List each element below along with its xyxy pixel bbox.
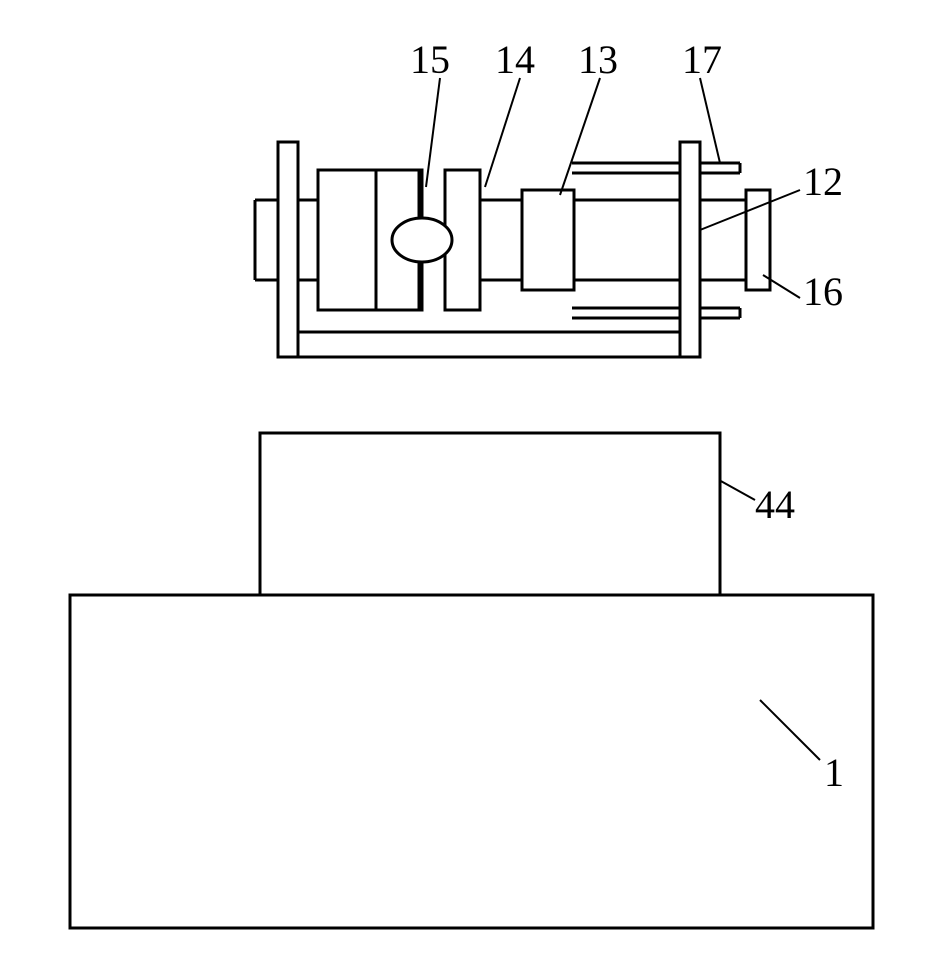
label-17: 17 [682, 37, 722, 82]
right-disk [746, 190, 770, 290]
leader-line-14 [485, 78, 520, 187]
spindle-ellipse [392, 218, 452, 262]
leader-line-13 [560, 78, 600, 195]
label-15: 15 [410, 37, 450, 82]
label-44: 44 [755, 482, 795, 527]
label-14: 14 [495, 37, 535, 82]
label-12: 12 [803, 159, 843, 204]
label-1: 1 [824, 750, 844, 795]
leader-line-1 [760, 700, 820, 760]
u-left-wall-overlay [278, 142, 298, 357]
upper-block [260, 433, 720, 595]
label-16: 16 [803, 269, 843, 314]
leader-line-44 [719, 480, 755, 500]
connector-block [522, 190, 574, 290]
left-flange [318, 170, 376, 310]
leader-line-17 [700, 78, 720, 163]
u-right-wall-overlay [680, 142, 700, 357]
leader-line-15 [426, 78, 440, 187]
base-block [70, 595, 873, 928]
label-13: 13 [578, 37, 618, 82]
